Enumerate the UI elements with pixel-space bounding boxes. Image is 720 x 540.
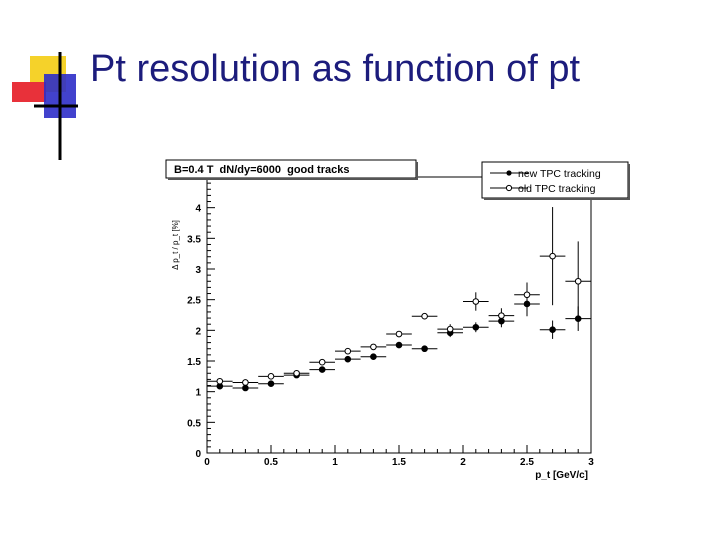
- legend-marker-new: [506, 170, 512, 176]
- legend-label-old: old TPC tracking: [518, 183, 596, 195]
- chart-svg: B=0.4 T dN/dy=6000 good tracks new TPC t…: [165, 159, 630, 481]
- y-tick-label: 1.5: [187, 357, 201, 368]
- x-axis-label: p_t [GeV/c]: [535, 470, 588, 481]
- data-point: [370, 343, 377, 351]
- data-point: [523, 291, 531, 299]
- y-tick-label: 0.5: [187, 418, 201, 429]
- data-point: [549, 326, 556, 334]
- data-point: [421, 312, 428, 320]
- x-tick-label: 2: [460, 457, 466, 468]
- resolution-chart: B=0.4 T dN/dy=6000 good tracks new TPC t…: [160, 150, 630, 490]
- data-point: [242, 379, 249, 386]
- data-point: [216, 377, 224, 385]
- data-point: [344, 355, 352, 363]
- legend-label-new: new TPC tracking: [518, 168, 601, 180]
- y-tick-label: 0: [195, 449, 201, 460]
- x-tick-label: 1.5: [392, 457, 406, 468]
- legend-entry-new: new TPC tracking: [490, 168, 601, 180]
- data-point: [472, 323, 480, 331]
- x-tick-label: 0.5: [264, 457, 278, 468]
- title-bullet-icon: [12, 52, 78, 160]
- x-tick-label: 1: [332, 457, 338, 468]
- data-point: [498, 312, 505, 319]
- data-point: [549, 252, 556, 260]
- data-point: [242, 384, 249, 392]
- y-axis-label: Δ p_t / p_t [%]: [171, 220, 180, 270]
- chart-title: B=0.4 T dN/dy=6000 good tracks: [174, 164, 349, 176]
- data-point: [318, 358, 326, 366]
- data-point: [395, 341, 403, 349]
- data-point: [267, 373, 275, 380]
- x-tick-label: 0: [204, 457, 210, 468]
- legend-marker-old: [505, 184, 513, 192]
- plot-frame: [206, 176, 592, 454]
- data-point: [472, 298, 480, 305]
- data-point: [293, 369, 300, 377]
- y-tick-label: 3.5: [187, 234, 201, 245]
- data-point: [344, 347, 352, 355]
- y-tick-label: 1: [195, 388, 201, 399]
- data-point: [395, 330, 403, 338]
- y-tick-label: 3: [195, 265, 201, 276]
- data-point: [446, 325, 454, 333]
- data-point: [574, 277, 582, 285]
- y-tick-label: 2.5: [187, 296, 201, 307]
- series-old-tpc-tracking: [207, 207, 591, 386]
- data-point: [421, 345, 428, 353]
- data-point: [318, 366, 326, 373]
- y-tick-label: 4: [195, 204, 201, 215]
- data-point: [370, 353, 377, 361]
- data-point: [267, 380, 275, 387]
- slide-title: Pt resolution as function of pt: [90, 48, 581, 90]
- x-tick-label: 3: [588, 457, 594, 468]
- legend-entry-old: old TPC tracking: [490, 183, 596, 195]
- y-tick-label: 2: [195, 326, 201, 337]
- x-tick-label: 2.5: [520, 457, 534, 468]
